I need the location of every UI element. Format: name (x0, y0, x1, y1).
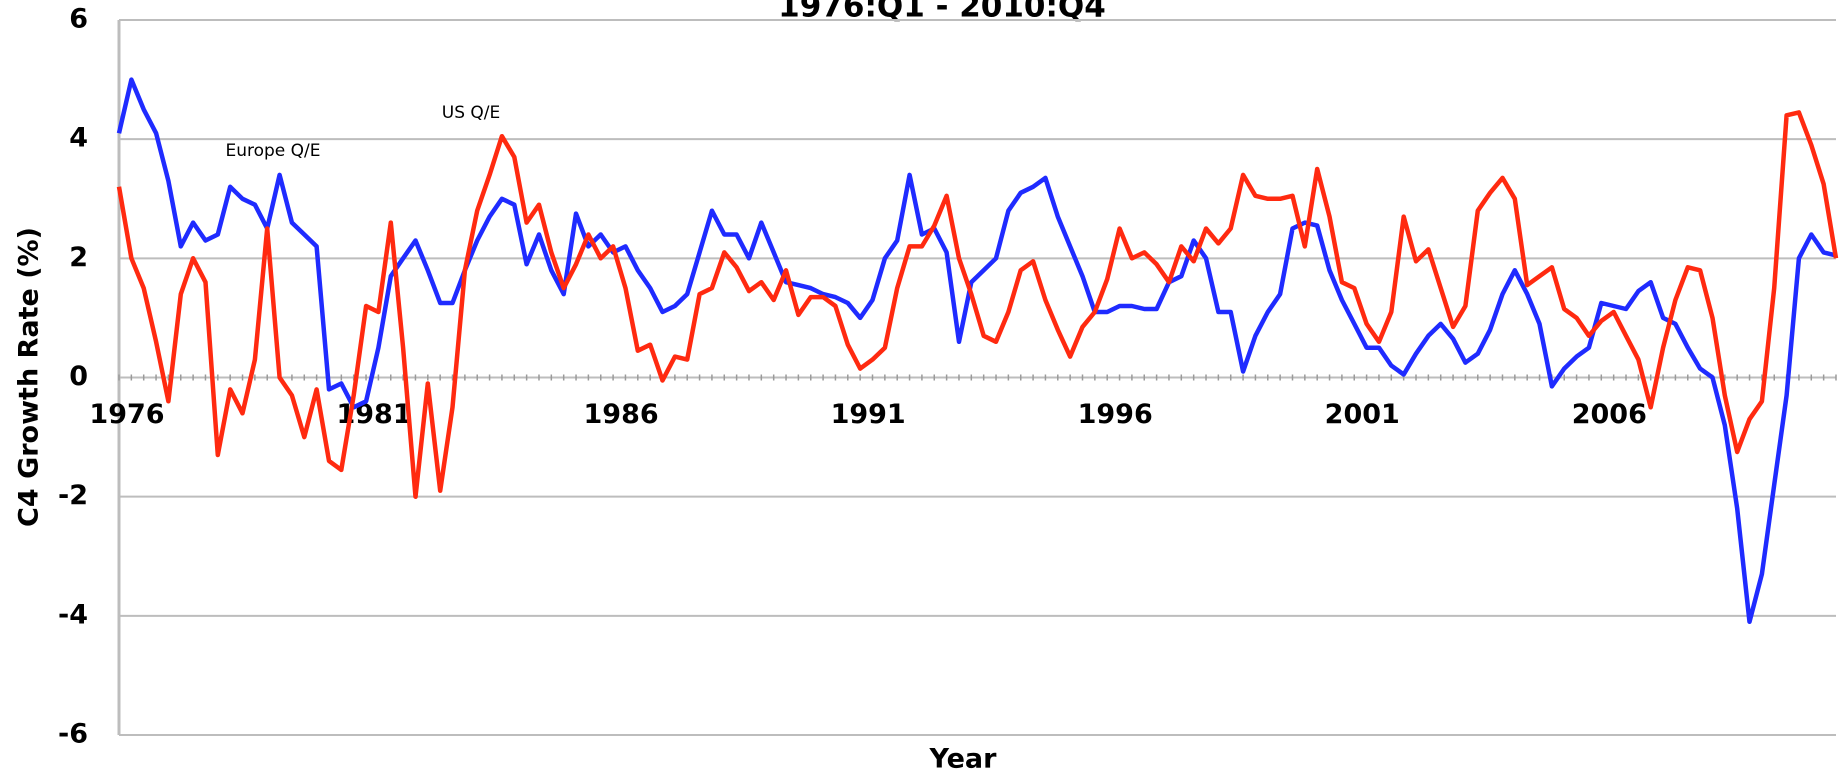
series-annotation: US Q/E (442, 103, 501, 123)
x-tick-label: 1976 (89, 399, 164, 430)
series-line (116, 110, 1839, 499)
y-tick-label: 2 (69, 242, 88, 273)
y-tick-label: -6 (58, 719, 88, 750)
series-annotation: Europe Q/E (225, 141, 320, 161)
x-tick-label: 2001 (1325, 399, 1400, 430)
x-tick-label: 1986 (584, 399, 659, 430)
x-tick-label: 2006 (1572, 399, 1647, 430)
series-line (116, 77, 1837, 625)
y-tick-label: 0 (69, 361, 88, 392)
y-tick-label: 6 (69, 4, 88, 35)
y-tick-label: -2 (58, 480, 88, 511)
x-tick-label: 1991 (831, 399, 906, 430)
y-axis-label: C4 Growth Rate (%) (14, 227, 45, 527)
y-tick-label: -4 (58, 599, 88, 630)
x-axis-label: Year (929, 744, 998, 774)
x-tick-label: 1996 (1078, 399, 1153, 430)
y-tick-label: 4 (69, 123, 88, 154)
